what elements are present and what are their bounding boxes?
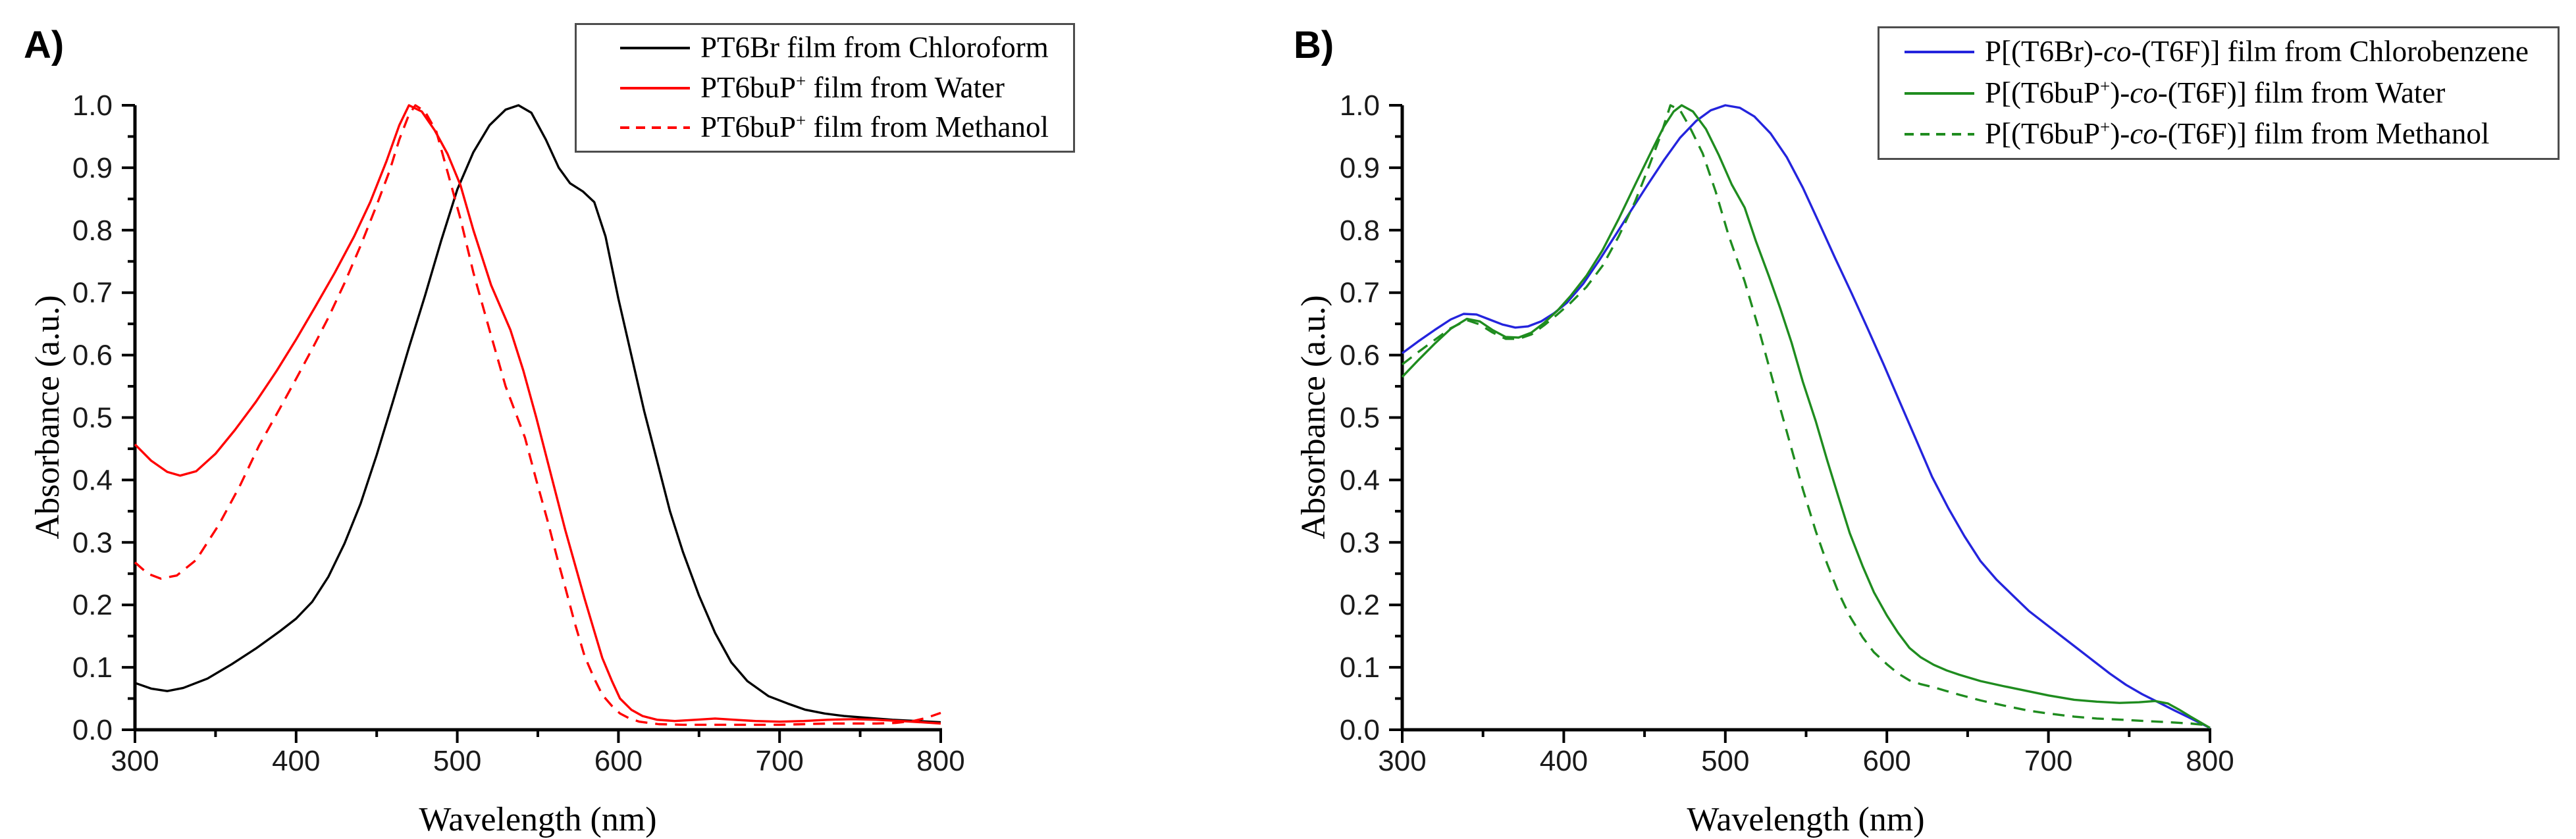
y-tick-label: 1.0 [1340, 89, 1380, 122]
y-tick-label: 0.3 [72, 526, 113, 559]
legend-label: P[(T6buP+)-co-(T6F)] film from Water [1985, 76, 2446, 109]
series-line [134, 104, 941, 724]
x-tick-label: 800 [2186, 745, 2234, 777]
y-tick-label: 0.0 [72, 714, 113, 746]
x-tick-label: 400 [272, 745, 320, 777]
x-axis-title: Wavelength (nm) [419, 801, 657, 838]
y-tick-label: 0.5 [72, 402, 113, 434]
legend-item: P[(T6buP+)-co-(T6F)] film from Water [1879, 76, 2558, 111]
legend-b: P[(T6Br)-co-(T6F)] film from Chlorobenze… [1878, 26, 2560, 160]
y-tick-label: 0.2 [1340, 589, 1380, 621]
y-tick-label: 0.8 [72, 215, 113, 247]
legend-label: PT6buP+ film from Water [700, 70, 1005, 104]
panel-b-label: B) [1294, 24, 1334, 66]
series-line [1401, 104, 2211, 729]
series-line [134, 104, 941, 725]
y-tick-label: 1.0 [72, 89, 113, 122]
legend-line-swatch [620, 86, 690, 89]
y-tick-label: 0.4 [72, 464, 113, 496]
y-tick-label: 0.3 [1340, 526, 1380, 559]
panel-a-label: A) [24, 24, 65, 66]
legend-label: P[(T6buP+)-co-(T6F)] film from Methanol [1985, 116, 2490, 150]
y-tick-label: 0.1 [1340, 651, 1380, 684]
x-tick-label: 300 [1378, 745, 1426, 777]
series-line [1401, 104, 2211, 727]
legend-item: PT6buP+ film from Methanol [577, 111, 1073, 145]
x-tick-label: 600 [594, 745, 643, 777]
y-tick-label: 0.5 [1340, 402, 1380, 434]
legend-line-swatch [1905, 51, 1974, 54]
x-tick-label: 700 [755, 745, 803, 777]
plot-area-b: 300 400 500 600 700 800 0.0 0.1 0.2 0.3 0.4 0.5 0.6 0… [1340, 89, 2234, 777]
x-axis-title: Wavelength (nm) [1687, 801, 1925, 838]
legend-item: P[(T6buP+)-co-(T6F)] film from Methanol [1879, 117, 2558, 151]
plot-area-a: 300 400 500 600 700 800 0.0 0.1 0.2 0.3 0.4 0.5 0.6 0… [72, 89, 965, 777]
legend-line-swatch [1905, 132, 1974, 136]
x-tick-label: 300 [111, 745, 159, 777]
legend-line-swatch [620, 126, 690, 130]
y-tick-label: 0.9 [72, 152, 113, 184]
y-tick-label: 0.6 [72, 340, 113, 372]
x-tick-label: 700 [2024, 745, 2072, 777]
legend-item: P[(T6Br)-co-(T6F)] film from Chlorobenze… [1879, 35, 2558, 69]
y-tick-label: 0.0 [1340, 714, 1380, 746]
panel-b: B) Absorbance (a.u.) 300 400 500 600 700 800 0… [1288, 0, 2576, 838]
x-tick-label: 800 [916, 745, 964, 777]
panel-a: A) Absorbance (a.u.) 300 400 500 600 700 800 0… [0, 0, 1288, 838]
y-tick-label: 0.6 [1340, 340, 1380, 372]
legend-label: PT6Br film from Chloroform [700, 30, 1049, 64]
y-tick-label: 0.9 [1340, 152, 1380, 184]
y-tick-label: 0.1 [72, 651, 113, 684]
y-tick-label: 0.8 [1340, 215, 1380, 247]
legend-item: PT6buP+ film from Water [577, 71, 1073, 105]
x-tick-label: 500 [433, 745, 481, 777]
legend-line-swatch [620, 46, 690, 49]
legend-line-swatch [1905, 91, 1974, 95]
x-tick-label: 500 [1701, 745, 1749, 777]
legend-label: PT6buP+ film from Methanol [700, 111, 1049, 144]
y-tick-label: 0.7 [72, 277, 113, 309]
legend-label: P[(T6Br)-co-(T6F)] film from Chlorobenze… [1985, 35, 2529, 68]
y-tick-label: 0.7 [1340, 277, 1380, 309]
y-tick-label: 0.4 [1340, 464, 1380, 496]
y-tick-label: 0.2 [72, 589, 113, 621]
series-line [134, 104, 941, 726]
series-line [1401, 104, 2211, 729]
legend-item: PT6Br film from Chloroform [577, 31, 1073, 65]
legend-a: PT6Br film from Chloroform PT6buP+ film f… [575, 23, 1075, 153]
x-tick-label: 400 [1540, 745, 1588, 777]
x-tick-label: 600 [1862, 745, 1910, 777]
